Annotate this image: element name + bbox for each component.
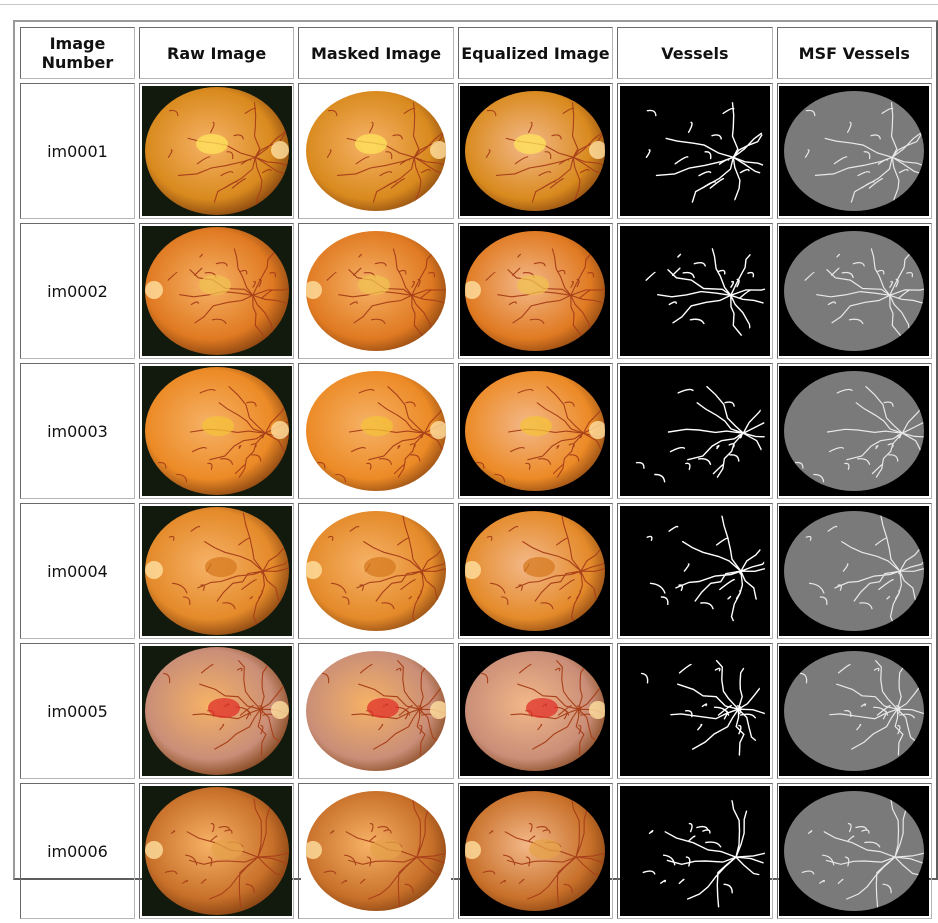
retina-photo-icon [301,646,452,776]
masked-image-cell [298,783,454,919]
vessels-image-cell [617,783,773,919]
retina-photo-icon [460,646,611,776]
image-number-cell: im0006 [20,783,135,919]
retina-photo-icon [460,226,611,356]
retina-photo-icon [141,366,292,496]
vessel-map-icon [619,366,770,496]
retina-photo-icon [301,366,452,496]
msf-image-cell [776,83,932,219]
vessel-map-icon [779,506,930,636]
msf-image-cell [776,783,932,919]
vessel-map-icon [619,506,770,636]
raw-image-cell [138,643,295,779]
raw-image-cell [138,363,295,499]
results-table: Image Number Raw Image Masked Image Equa… [16,23,936,923]
table-row: im0004 [20,503,932,639]
table-row: im0003 [20,363,932,499]
results-table-frame: Image Number Raw Image Masked Image Equa… [13,20,938,919]
vessel-map-icon [779,366,930,496]
msf-image-cell [776,363,932,499]
vessel-map-icon [619,646,770,776]
table-row: im0006 [20,783,932,919]
image-number-cell: im0004 [20,503,135,639]
retina-photo-icon [141,506,292,636]
retina-photo-icon [301,86,452,216]
masked-image-cell [298,643,454,779]
raw-image-cell [138,83,295,219]
retina-photo-icon [301,786,452,916]
image-number-cell: im0005 [20,643,135,779]
vessels-image-cell [617,223,773,359]
header-msf-vessels: MSF Vessels [776,27,932,79]
retina-photo-icon [141,86,292,216]
masked-image-cell [298,83,454,219]
retina-photo-icon [141,646,292,776]
vessel-map-icon [779,86,930,216]
vessels-image-cell [617,83,773,219]
equalized-image-cell [457,783,614,919]
equalized-image-cell [457,643,614,779]
image-number-cell: im0003 [20,363,135,499]
image-number-cell: im0002 [20,223,135,359]
header-raw-image: Raw Image [138,27,295,79]
retina-photo-icon [301,506,452,636]
masked-image-cell [298,223,454,359]
header-vessels: Vessels [617,27,773,79]
masked-image-cell [298,363,454,499]
header-masked-image: Masked Image [298,27,454,79]
table-row: im0002 [20,223,932,359]
equalized-image-cell [457,223,614,359]
vessel-map-icon [779,786,930,916]
vessel-map-icon [779,226,930,356]
table-row: im0005 [20,643,932,779]
retina-photo-icon [460,506,611,636]
masked-image-cell [298,503,454,639]
vessel-map-icon [779,646,930,776]
raw-image-cell [138,503,295,639]
vessels-image-cell [617,503,773,639]
page-divider [0,4,938,5]
vessel-map-icon [619,786,770,916]
msf-image-cell [776,223,932,359]
table-row: im0001 [20,83,932,219]
table-body: im0001 im0002 im0003 im0004 im0005 im0006 [20,83,932,919]
vessel-map-icon [619,86,770,216]
header-image-number: Image Number [20,27,135,79]
raw-image-cell [138,223,295,359]
retina-photo-icon [141,786,292,916]
image-number-cell: im0001 [20,83,135,219]
retina-photo-icon [460,366,611,496]
vessels-image-cell [617,363,773,499]
retina-photo-icon [460,86,611,216]
retina-photo-icon [141,226,292,356]
equalized-image-cell [457,503,614,639]
msf-image-cell [776,503,932,639]
header-equalized-image: Equalized Image [457,27,614,79]
vessel-map-icon [619,226,770,356]
raw-image-cell [138,783,295,919]
equalized-image-cell [457,83,614,219]
retina-photo-icon [301,226,452,356]
retina-photo-icon [460,786,611,916]
header-row: Image Number Raw Image Masked Image Equa… [20,27,932,79]
equalized-image-cell [457,363,614,499]
vessels-image-cell [617,643,773,779]
msf-image-cell [776,643,932,779]
